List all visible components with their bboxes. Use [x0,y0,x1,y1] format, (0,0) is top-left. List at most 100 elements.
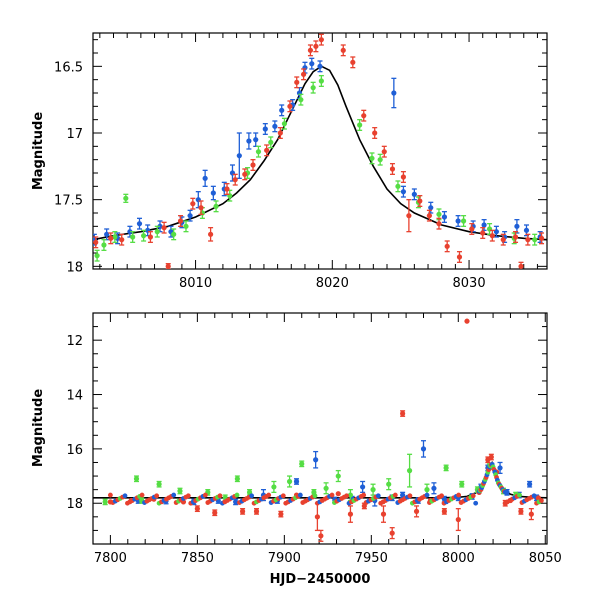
red-data-point [300,71,307,77]
top-ytick-label: 18 [66,260,83,275]
green-data-point [436,211,442,217]
green-data-point [377,157,383,163]
red-data-point [400,410,406,417]
red-data-point [413,508,420,514]
blue-data-point [531,493,537,499]
blue-data-point [293,478,300,485]
green-data-point [123,195,129,201]
bottom-xtick-label: 7800 [94,551,127,566]
red-data-point [250,162,256,168]
red-data-point [194,506,200,512]
green-data-point [370,487,376,493]
top-ytick-label: 17.5 [54,194,83,209]
blue-data-point [455,218,461,224]
red-data-point [455,516,461,523]
red-data-point [278,511,284,517]
top-xtick-label: 8010 [179,276,212,291]
red-data-point [314,514,320,520]
green-data-point [347,492,354,498]
top-xtick-label: 8020 [316,276,349,291]
green-data-point [532,237,538,243]
blue-data-point [514,223,520,229]
green-data-point [177,488,183,494]
blue-data-point [249,493,255,499]
green-data-point [310,85,316,91]
blue-data-point [497,465,503,471]
red-data-point [198,205,204,211]
green-data-point [156,481,162,487]
red-data-point [361,492,367,498]
green-data-point [459,481,465,487]
red-data-point [406,213,412,219]
blue-data-point [313,457,319,463]
blue-data-point [400,189,407,195]
green-data-point [424,487,430,493]
green-data-point [369,155,375,161]
blue-data-point [187,213,193,219]
green-data-point [357,122,363,128]
blue-data-point [272,123,278,129]
red-data-point [439,493,444,499]
bottom-ytick-label: 18 [66,497,83,512]
red-data-point [313,43,319,49]
red-data-point [372,130,378,136]
red-data-point [232,177,238,183]
blue-data-point [309,61,315,67]
green-data-point [130,234,136,240]
bottom-xtick-label: 8000 [442,551,475,566]
red-data-point [239,508,246,514]
red-data-point [161,225,167,231]
top-model-curve [93,65,547,241]
red-data-point [380,511,387,517]
bottom-ylabel: Magnitude [31,389,46,468]
green-data-point [234,476,240,482]
red-data-point [108,235,114,241]
blue-data-point [428,205,434,211]
blue-data-point [202,175,208,181]
blue-data-point [481,222,487,228]
red-data-point [147,234,154,240]
green-data-point [406,468,413,474]
red-data-point [426,213,432,219]
red-data-point [154,493,160,499]
red-data-point [512,234,519,240]
green-data-point [323,485,329,491]
blue-data-point [441,214,448,220]
bottom-xtick-label: 7850 [181,551,214,566]
top-ytick-label: 17 [66,127,83,142]
blue-data-point [411,191,417,197]
green-data-point [102,499,108,505]
red-data-point [224,186,230,192]
blue-data-point [523,227,530,233]
red-data-point [464,318,470,324]
blue-data-point [317,63,323,69]
red-data-point [456,254,463,260]
red-data-point [208,231,214,237]
green-data-point [133,476,140,482]
bottom-xtick-label: 7950 [355,551,388,566]
green-data-point [286,478,293,485]
red-data-point [456,492,462,498]
red-data-point [185,493,191,499]
red-data-point [436,221,442,227]
green-data-point [517,492,522,498]
red-data-point [340,47,346,53]
red-data-point [469,226,475,232]
green-data-point [183,223,189,229]
top-plot-frame [92,32,548,270]
red-data-point [266,492,272,498]
green-data-point [234,492,240,498]
green-data-point [140,233,147,239]
red-data-point [480,230,486,236]
bottom-plot-frame [92,312,548,545]
red-data-point [264,147,270,153]
red-data-point [344,493,350,499]
red-data-point [500,237,506,243]
green-data-point [154,229,160,235]
green-data-point [94,253,100,259]
red-data-point [217,493,223,499]
red-data-point [277,130,283,136]
red-data-point [441,508,447,514]
top-ylabel: Magnitude [31,112,46,191]
